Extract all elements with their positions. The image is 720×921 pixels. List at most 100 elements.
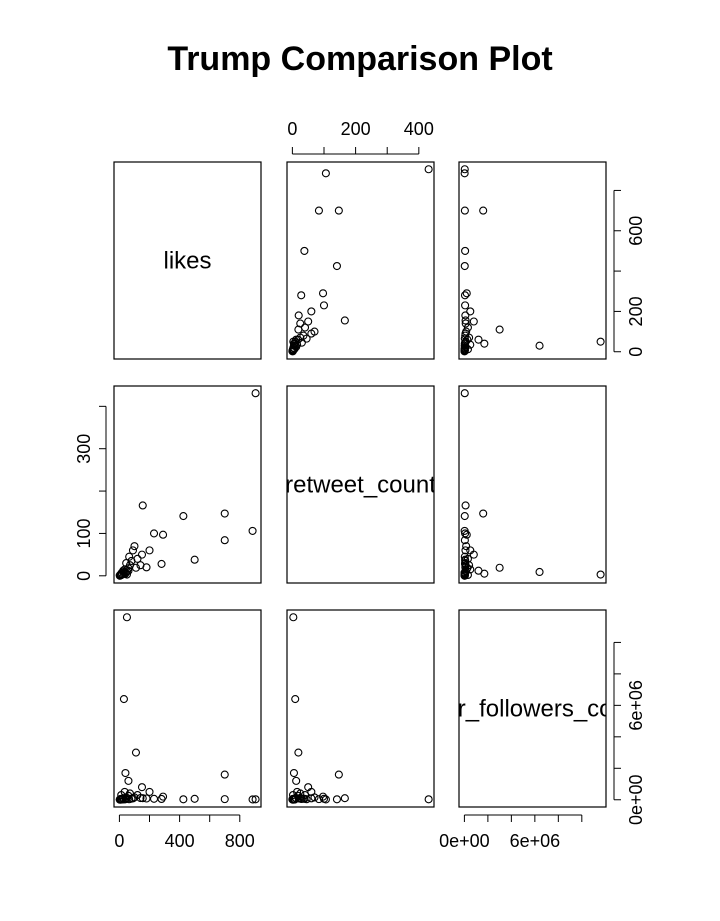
point <box>462 530 471 539</box>
point <box>314 795 323 804</box>
point <box>294 311 303 320</box>
panel: user_followers_count <box>419 609 646 808</box>
point <box>332 795 341 804</box>
point <box>461 246 470 255</box>
point <box>462 289 471 298</box>
diagonal-label: retweet_count <box>285 472 436 499</box>
point <box>119 695 128 704</box>
point <box>157 559 166 568</box>
point <box>461 529 470 538</box>
point <box>159 792 168 801</box>
point <box>460 206 469 215</box>
point <box>460 291 470 300</box>
point <box>460 334 469 343</box>
point <box>461 301 470 310</box>
point <box>159 530 168 539</box>
point <box>302 795 311 804</box>
diagonal-label: user_followers_count <box>419 696 646 723</box>
point <box>291 695 300 704</box>
point <box>474 566 483 575</box>
point <box>179 512 188 521</box>
point <box>596 337 605 346</box>
point <box>307 794 316 803</box>
point <box>248 795 257 804</box>
panel <box>458 161 607 360</box>
point <box>125 552 134 561</box>
point <box>495 563 504 572</box>
y-tick-label: 600 <box>626 216 646 246</box>
panel-frame <box>113 385 262 584</box>
point <box>288 347 297 356</box>
point <box>461 501 470 510</box>
point <box>248 526 257 535</box>
x-tick-label: 0 <box>114 831 124 851</box>
point <box>289 768 299 778</box>
panel-frame <box>113 161 262 360</box>
point <box>480 339 489 348</box>
panel-frame <box>458 161 607 360</box>
point <box>460 261 469 271</box>
point <box>296 319 305 328</box>
point <box>460 347 469 356</box>
chart-title: Trump Comparison Plot <box>167 40 552 78</box>
point <box>138 501 147 510</box>
y-tick-label: 0 <box>74 571 94 581</box>
point <box>319 794 329 803</box>
point <box>300 246 309 255</box>
point <box>319 301 329 310</box>
panel: retweet_count <box>285 385 436 584</box>
point <box>220 536 229 545</box>
y-tick-label: 100 <box>74 518 94 548</box>
y-tick-label: 300 <box>74 434 94 464</box>
point <box>121 768 130 778</box>
point <box>474 335 483 344</box>
point <box>288 790 298 800</box>
point <box>466 565 475 574</box>
point <box>469 550 478 559</box>
point <box>332 261 341 271</box>
point <box>466 307 475 316</box>
point <box>460 389 469 398</box>
point <box>460 169 469 178</box>
point <box>145 546 154 555</box>
point <box>495 325 504 334</box>
point <box>460 512 469 521</box>
point <box>340 316 349 325</box>
point <box>424 795 433 804</box>
point <box>190 794 199 803</box>
panel-frame <box>113 609 262 808</box>
y-tick-label: 0 <box>626 347 646 357</box>
point <box>128 546 138 555</box>
x-tick-label: 0e+00 <box>439 831 490 851</box>
point <box>461 316 470 325</box>
point <box>137 783 147 792</box>
point <box>130 542 139 551</box>
point <box>149 529 159 538</box>
point <box>462 542 471 551</box>
point <box>424 165 433 174</box>
point <box>321 169 330 178</box>
point <box>117 790 126 800</box>
point <box>127 556 136 566</box>
point <box>297 291 306 300</box>
point <box>307 329 316 338</box>
point <box>460 165 469 174</box>
panel-frame <box>458 385 607 584</box>
point <box>334 770 343 779</box>
point <box>115 571 124 580</box>
x-tick-label: 400 <box>404 119 434 139</box>
point <box>157 794 166 804</box>
panel-frame <box>286 609 435 808</box>
y-tick-label: 0e+00 <box>626 774 646 825</box>
point <box>137 550 147 559</box>
point <box>461 319 470 328</box>
point <box>596 570 605 579</box>
point <box>220 795 229 804</box>
point <box>461 546 470 555</box>
point <box>479 206 488 215</box>
point <box>288 795 297 804</box>
point <box>461 561 470 570</box>
point <box>294 748 303 757</box>
point <box>149 794 159 803</box>
